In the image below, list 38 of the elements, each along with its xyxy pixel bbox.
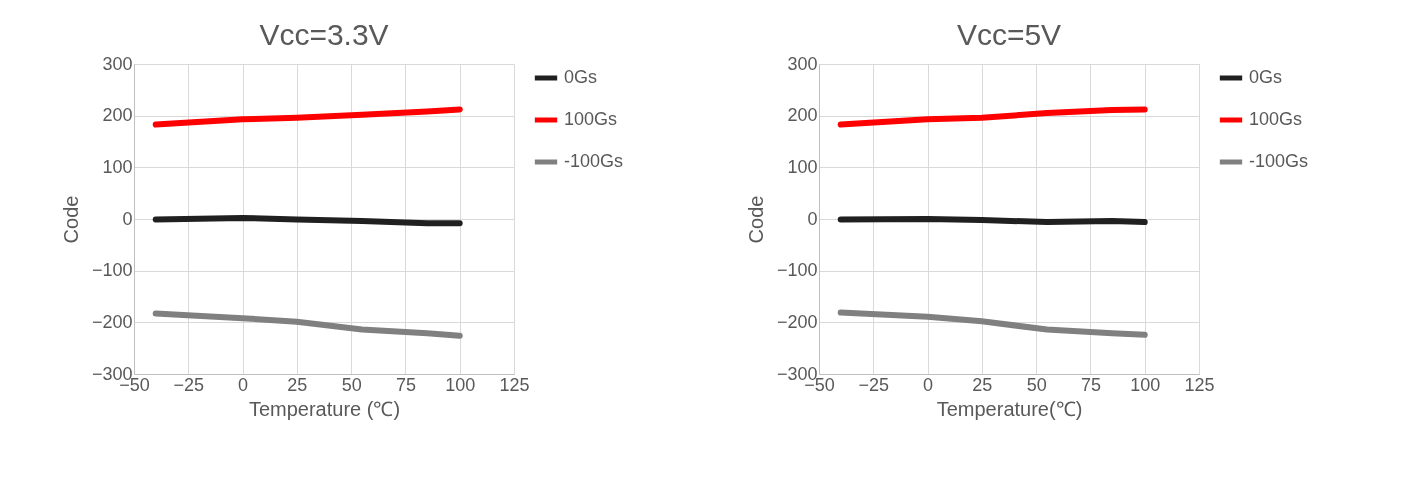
legend-label: 0Gs	[564, 67, 598, 87]
y-tick-label: 300	[102, 53, 133, 74]
y-tick-label: −100	[776, 260, 818, 281]
x-axis-title: Temperature (℃)	[248, 397, 401, 420]
x-tick-label: 100	[1130, 374, 1161, 395]
legend-label: -100Gs	[1249, 151, 1309, 171]
legend-label: 0Gs	[1249, 67, 1283, 87]
x-tick-label: 125	[499, 374, 530, 395]
x-tick-label: 25	[287, 374, 308, 395]
legend-label: -100Gs	[564, 151, 624, 171]
y-tick-label: 0	[122, 208, 133, 229]
x-axis-title: Temperature(℃)	[936, 397, 1083, 420]
x-tick-label: 100	[445, 374, 476, 395]
x-tick-label: −25	[858, 374, 890, 395]
legend-label: 100Gs	[1249, 109, 1303, 129]
x-tick-label: 50	[1026, 374, 1047, 395]
x-tick-label: 125	[1184, 374, 1215, 395]
x-tick-label: 0	[923, 374, 934, 395]
y-axis-title: Code	[59, 195, 82, 244]
legend-label: 100Gs	[564, 109, 618, 129]
y-tick-label: −100	[91, 260, 133, 281]
y-tick-label: 200	[102, 105, 133, 126]
y-axis-title: Code	[744, 195, 767, 244]
chart-title: Vcc=3.3V	[259, 18, 389, 51]
y-tick-label: 300	[787, 53, 818, 74]
x-tick-label: 0	[238, 374, 249, 395]
y-tick-label: −200	[776, 311, 818, 332]
x-tick-label: 75	[1080, 374, 1101, 395]
y-tick-label: 200	[787, 105, 818, 126]
y-tick-label: 100	[102, 156, 133, 177]
chart-title: Vcc=5V	[956, 18, 1062, 51]
x-tick-label: 50	[341, 374, 362, 395]
y-tick-label: 100	[787, 156, 818, 177]
x-tick-label: −25	[173, 374, 205, 395]
y-tick-label: −200	[91, 311, 133, 332]
x-tick-label: 25	[972, 374, 993, 395]
y-tick-label: 0	[807, 208, 818, 229]
x-tick-label: 75	[395, 374, 416, 395]
